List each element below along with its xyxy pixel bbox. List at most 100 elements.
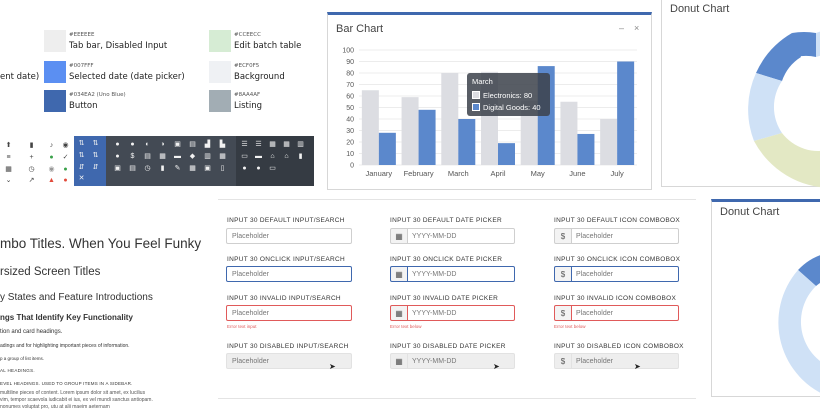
y-tick-label: 0 <box>350 163 354 170</box>
sort-asc-icon: ⇅ <box>78 140 85 147</box>
doc-icon: ▤ <box>144 153 151 160</box>
bar-electronics[interactable] <box>560 101 578 165</box>
combobox-focused[interactable]: Placeholder <box>572 266 679 282</box>
input-label: INPUT 30 DEFAULT INPUT/SEARCH <box>227 217 345 224</box>
sort-alpha-icon: ⇅ <box>78 152 85 159</box>
check-circle-icon: ● <box>49 154 54 161</box>
layout-icon: ▦ <box>269 141 276 148</box>
input-label: INPUT 30 ONCLICK DATE PICKER <box>390 256 503 263</box>
swatch-hex: #8AA4AF <box>234 92 261 98</box>
team-icon: ● <box>256 165 261 172</box>
input-label: INPUT 30 ONCLICK INPUT/SEARCH <box>227 256 346 263</box>
tag-icon: ◆ <box>189 153 196 160</box>
swatch-label: Button <box>69 101 98 111</box>
form-top-divider <box>218 199 696 200</box>
error-text: Error text below <box>554 324 586 329</box>
donut-segment-yellow-green[interactable] <box>754 133 820 188</box>
heading-screen-title: rsized Screen Titles <box>0 266 101 278</box>
dollar-icon[interactable]: $ <box>554 228 572 244</box>
external-link-icon: ↗ <box>28 177 35 184</box>
trash-icon: ▮ <box>29 142 34 149</box>
moon-icon: ◑ <box>160 141 165 148</box>
bar-digital-goods[interactable] <box>577 133 595 165</box>
file-icon: ▯ <box>220 165 225 172</box>
close-icon: ✕ <box>78 175 85 182</box>
bar-electronics[interactable] <box>361 90 379 165</box>
donut2-segment-blue[interactable] <box>798 252 820 286</box>
calendar-icon[interactable]: ▦ <box>390 266 408 282</box>
donut-chart-panel-2: Donut Chart <box>711 199 820 397</box>
error-text: Error text below <box>390 324 422 329</box>
calendar-icon: ▦ <box>159 153 166 160</box>
donut-segment-blue-left[interactable] <box>756 33 801 81</box>
calendar-icon[interactable]: ▦ <box>390 305 408 321</box>
clock-icon: ◷ <box>28 166 35 173</box>
grid-dark-icon: ▦ <box>189 165 196 172</box>
eye-icon: ◉ <box>62 142 69 149</box>
text-level-headings: EVEL HEADINGS. USED TO GROUP ITEMS IN A … <box>0 381 133 386</box>
left-cut-label: ent date) <box>0 72 40 82</box>
input-label: INPUT 30 DISABLED INPUT/SEARCH <box>227 343 349 350</box>
heading-display: mbo Titles. When You Feel Funky <box>0 236 202 251</box>
reorder-icon: ⇵ <box>92 164 99 171</box>
print-icon: ▤ <box>129 165 136 172</box>
date-input-default[interactable]: YYYY-MM-DD <box>408 228 515 244</box>
dollar-icon[interactable]: $ <box>554 305 572 321</box>
form-bottom-divider <box>218 398 696 399</box>
bar-digital-goods[interactable] <box>458 119 476 165</box>
copy-icon: ▣ <box>204 165 211 172</box>
donut2-segment-light-blue[interactable] <box>778 270 820 398</box>
bell-icon: ♪ <box>49 142 54 149</box>
box-icon: ▣ <box>114 165 121 172</box>
calendar-icon[interactable]: ▦ <box>390 228 408 244</box>
tooltip-row-digital: Digital Goods: 40 <box>472 102 541 112</box>
combobox-invalid[interactable]: Placeholder <box>572 305 679 321</box>
date-input-focused[interactable]: YYYY-MM-DD <box>408 266 515 282</box>
y-tick-label: 70 <box>346 82 354 89</box>
info-icon: ● <box>63 166 68 173</box>
minimize-icon[interactable]: – <box>619 23 625 33</box>
bar-digital-goods[interactable] <box>498 143 515 165</box>
contrast-icon: ◐ <box>145 141 150 148</box>
search-input-default[interactable]: Placeholder <box>226 228 352 244</box>
bar-digital-goods[interactable] <box>617 61 635 166</box>
tooltip-row-text: Electronics: 80 <box>483 90 533 100</box>
input-label: INPUT 30 DISABLED ICON COMBOBOX <box>554 343 684 350</box>
bar-digital-goods[interactable] <box>378 132 396 165</box>
swatch-hex: #007FFF <box>69 63 94 69</box>
columns-icon: ▥ <box>297 141 304 148</box>
donut-chart-title-2: Donut Chart <box>720 206 780 218</box>
bar-electronics[interactable] <box>441 73 459 165</box>
dollar-icon[interactable]: $ <box>554 266 572 282</box>
search-input-focused[interactable]: Placeholder <box>226 266 352 282</box>
x-tick-label: May <box>531 169 545 178</box>
donut-segment-light-blue[interactable] <box>748 73 782 141</box>
swatch-007fff <box>44 61 66 83</box>
text-list-items: p a group of list items. <box>0 356 45 361</box>
search-input-invalid[interactable]: Placeholder <box>226 305 352 321</box>
wrench-icon: ✎ <box>174 165 181 172</box>
combobox-default[interactable]: Placeholder <box>572 228 679 244</box>
shop-icon: ⌂ <box>284 153 289 160</box>
list-ol-icon: ☰ <box>255 141 262 148</box>
table-icon: ▦ <box>219 153 226 160</box>
bar-digital-goods[interactable] <box>418 109 436 165</box>
y-tick-label: 100 <box>342 48 354 55</box>
sort-num-icon: ⇅ <box>92 152 99 159</box>
bar-electronics[interactable] <box>401 97 419 165</box>
input-label: INPUT 30 ONCLICK ICON COMBOBOX <box>554 256 681 263</box>
input-label: INPUT 30 INVALID DATE PICKER <box>390 295 499 302</box>
error-text: Error text input <box>227 324 257 329</box>
bar-electronics[interactable] <box>520 100 538 165</box>
legend-swatch-electronics <box>472 91 480 99</box>
text-body-line3: nonumes voluptat pro, utu at alii maeim … <box>0 404 110 410</box>
media-icon: ▤ <box>189 141 196 148</box>
swatch-hex: #CCEECC <box>234 32 261 38</box>
date-input-invalid[interactable]: YYYY-MM-DD <box>408 305 515 321</box>
bar-electronics[interactable] <box>600 119 618 165</box>
swatch-label: Edit batch table <box>234 41 302 51</box>
close-icon[interactable]: × <box>634 23 640 33</box>
donut-segment-light-blue-top[interactable] <box>816 29 820 57</box>
dollar-icon: $ <box>554 353 572 369</box>
group-icon: ● <box>242 165 247 172</box>
